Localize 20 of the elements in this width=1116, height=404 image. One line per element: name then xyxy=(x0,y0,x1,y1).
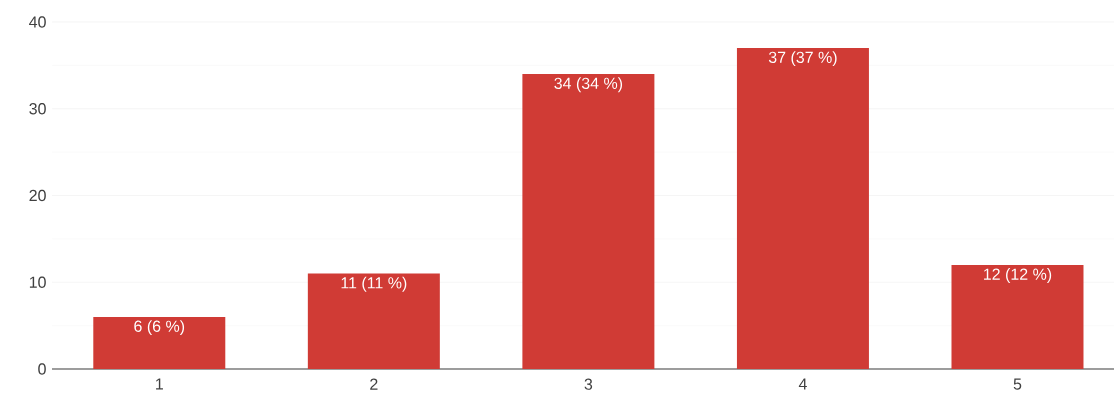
data-label: 37 (37 %) xyxy=(768,51,837,67)
x-tick-label: 1 xyxy=(156,378,163,390)
data-label: 11 (11 %) xyxy=(341,276,407,292)
x-tick-label: 3 xyxy=(584,378,593,390)
y-tick-label: 30 xyxy=(29,103,46,115)
y-tick-label: 20 xyxy=(29,189,46,202)
bar xyxy=(522,74,655,369)
data-label: 34 (34 %) xyxy=(554,77,623,93)
y-tick-label: 10 xyxy=(29,276,46,288)
bar xyxy=(951,264,1084,369)
y-tick-label: 40 xyxy=(29,16,46,28)
x-tick-label: 5 xyxy=(1013,378,1022,390)
x-tick-label: 4 xyxy=(798,378,807,390)
data-label: 6 (6 %) xyxy=(134,320,185,336)
bar xyxy=(93,316,226,369)
y-tick-label: 0 xyxy=(38,363,46,375)
bar xyxy=(736,48,869,369)
data-label: 12 (12 %) xyxy=(984,268,1052,283)
bar xyxy=(307,273,440,369)
x-tick-label: 2 xyxy=(370,378,378,390)
